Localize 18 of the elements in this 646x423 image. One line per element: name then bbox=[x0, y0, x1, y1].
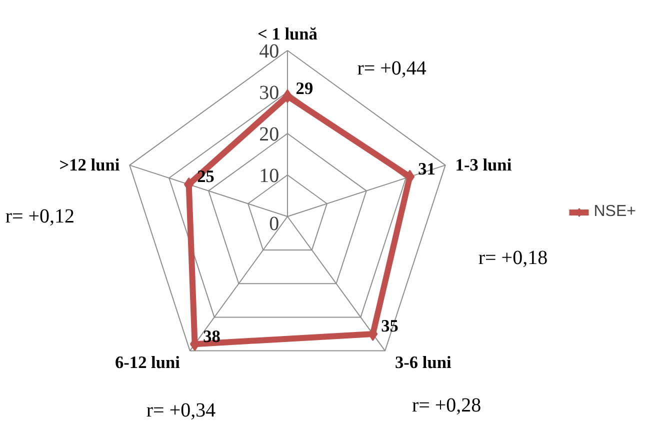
text: r= +0,34 bbox=[146, 400, 216, 422]
spoke-label: 3-6 luni bbox=[395, 352, 452, 372]
data-label: 35 bbox=[381, 316, 399, 336]
text: r= +0,12 bbox=[5, 205, 75, 228]
data-label: 29 bbox=[296, 78, 314, 98]
legend-label: NSE+ bbox=[594, 202, 636, 220]
spoke-label: >12 luni bbox=[59, 156, 120, 175]
spoke-label: 6-12 luni bbox=[114, 352, 180, 372]
text: r= +0,28 bbox=[412, 394, 482, 417]
data-label: 25 bbox=[197, 167, 215, 186]
y-tick-label: 10 bbox=[259, 164, 280, 187]
y-tick-label: 20 bbox=[259, 123, 280, 146]
y-tick-label: 0 bbox=[269, 213, 280, 236]
text: r= +0,44 bbox=[357, 58, 426, 80]
text: r= +0,18 bbox=[478, 246, 548, 269]
y-tick-label: 30 bbox=[259, 82, 280, 104]
data-label: 31 bbox=[418, 159, 436, 178]
spoke-label: 1-3 luni bbox=[455, 156, 512, 175]
